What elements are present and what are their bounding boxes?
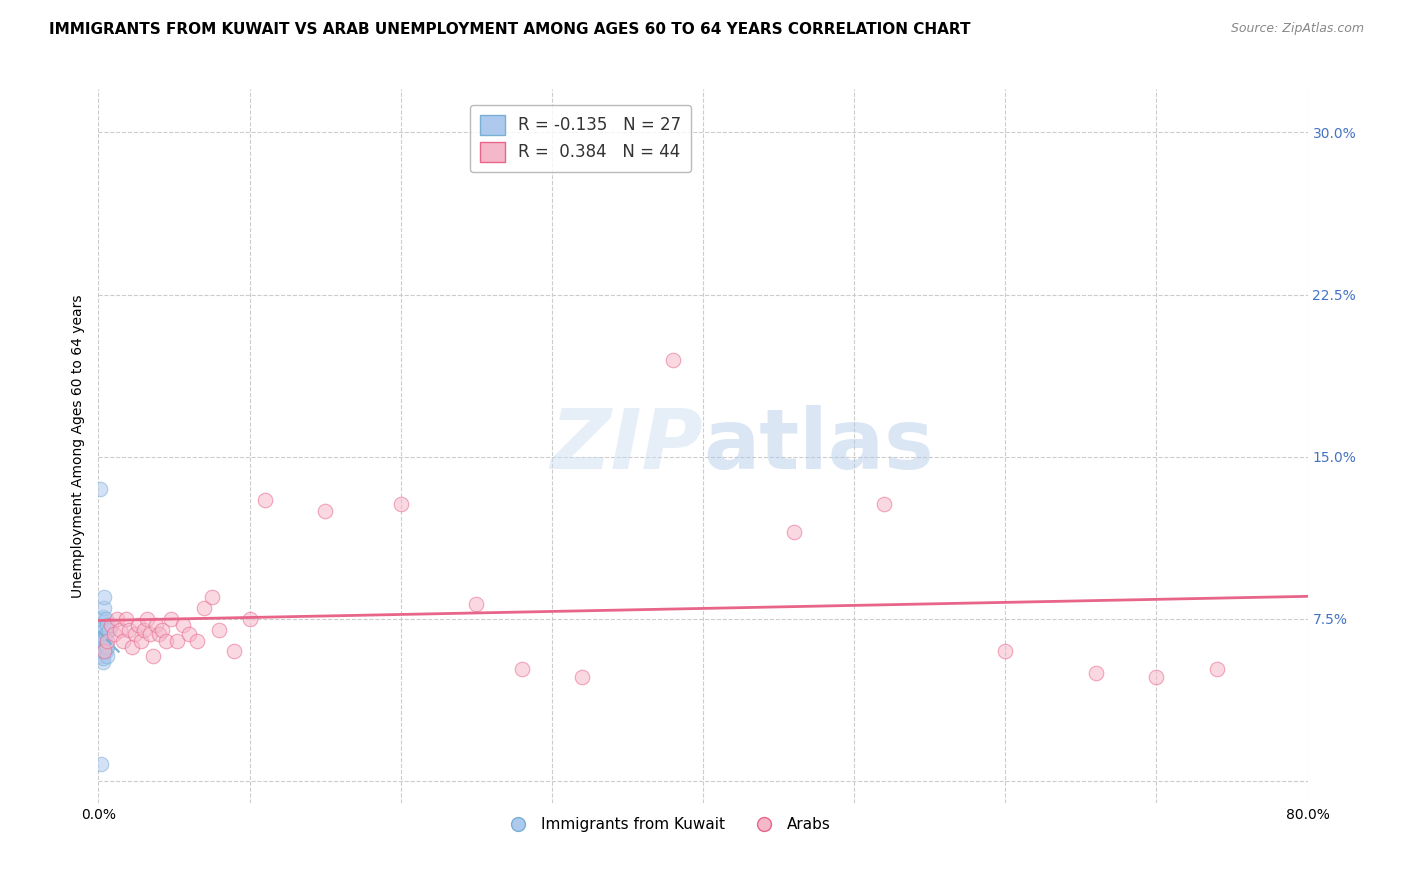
Point xyxy=(661,352,683,367)
Text: Source: ZipAtlas.com: Source: ZipAtlas.com xyxy=(1230,22,1364,36)
Point xyxy=(89,640,111,654)
Point xyxy=(148,627,170,641)
Point xyxy=(91,651,114,665)
Point xyxy=(93,644,115,658)
Point xyxy=(1085,666,1108,681)
Point xyxy=(873,497,896,511)
Point xyxy=(94,644,117,658)
Point xyxy=(389,497,412,511)
Point xyxy=(510,662,533,676)
Point xyxy=(96,648,118,663)
Point xyxy=(208,623,231,637)
Point xyxy=(239,612,262,626)
Point xyxy=(253,493,276,508)
Point xyxy=(571,670,593,684)
Point xyxy=(90,618,112,632)
Point xyxy=(90,648,112,663)
Point xyxy=(103,627,125,641)
Point xyxy=(96,618,118,632)
Point xyxy=(314,504,336,518)
Point xyxy=(129,633,152,648)
Legend: Immigrants from Kuwait, Arabs: Immigrants from Kuwait, Arabs xyxy=(498,811,837,838)
Point xyxy=(90,644,112,658)
Point xyxy=(93,591,115,605)
Text: IMMIGRANTS FROM KUWAIT VS ARAB UNEMPLOYMENT AMONG AGES 60 TO 64 YEARS CORRELATIO: IMMIGRANTS FROM KUWAIT VS ARAB UNEMPLOYM… xyxy=(49,22,970,37)
Y-axis label: Unemployment Among Ages 60 to 64 years: Unemployment Among Ages 60 to 64 years xyxy=(70,294,84,598)
Point xyxy=(118,623,141,637)
Point xyxy=(89,627,111,641)
Point xyxy=(100,618,122,632)
Point xyxy=(224,644,246,658)
Text: ZIP: ZIP xyxy=(550,406,703,486)
Point xyxy=(93,601,115,615)
Point xyxy=(91,655,114,669)
Point xyxy=(186,633,208,648)
Point xyxy=(98,623,121,637)
Point xyxy=(994,644,1017,658)
Point xyxy=(179,627,201,641)
Point xyxy=(108,623,131,637)
Point xyxy=(142,648,165,663)
Point xyxy=(172,618,194,632)
Point xyxy=(91,640,114,654)
Point xyxy=(105,612,128,626)
Point xyxy=(132,623,155,637)
Point xyxy=(94,627,117,641)
Point xyxy=(783,525,806,540)
Point xyxy=(201,591,224,605)
Point xyxy=(90,638,112,652)
Point xyxy=(93,644,115,658)
Point xyxy=(90,756,112,771)
Point xyxy=(166,633,188,648)
Point xyxy=(1144,670,1167,684)
Point xyxy=(94,612,117,626)
Point xyxy=(111,633,134,648)
Point xyxy=(145,618,167,632)
Point xyxy=(127,618,149,632)
Point xyxy=(96,640,118,654)
Text: atlas: atlas xyxy=(703,406,934,486)
Point xyxy=(139,627,162,641)
Point xyxy=(93,632,115,646)
Point xyxy=(160,612,183,626)
Point xyxy=(91,610,114,624)
Point xyxy=(93,623,115,637)
Point xyxy=(94,638,117,652)
Point xyxy=(96,633,118,648)
Point xyxy=(90,612,112,626)
Point xyxy=(465,597,488,611)
Point xyxy=(155,633,177,648)
Point xyxy=(121,640,143,654)
Point xyxy=(114,612,136,626)
Point xyxy=(124,627,146,641)
Point xyxy=(135,612,157,626)
Point xyxy=(1206,662,1229,676)
Point xyxy=(91,633,114,648)
Point xyxy=(89,482,111,496)
Point xyxy=(193,601,215,615)
Point xyxy=(150,623,173,637)
